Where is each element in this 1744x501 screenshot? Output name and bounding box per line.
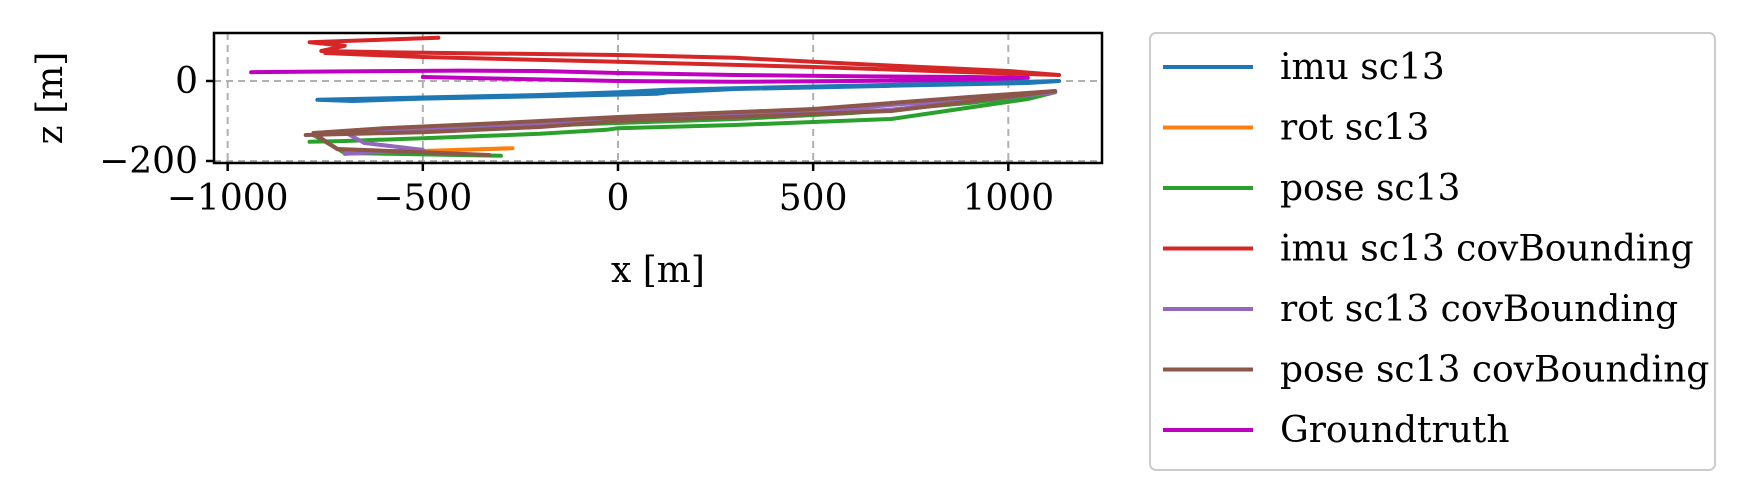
legend-label: pose sc13 covBounding: [1280, 350, 1709, 391]
legend-item: rot sc13 covBounding: [1163, 289, 1678, 330]
x-axis-label: x [m]: [611, 250, 705, 291]
legend-item: pose sc13: [1163, 168, 1460, 209]
x-tick-label: 500: [779, 178, 848, 219]
legend-label: rot sc13: [1280, 108, 1429, 149]
series-line-5: [311, 90, 1058, 156]
legend-label: imu sc13: [1280, 47, 1445, 88]
legend-item: pose sc13 covBounding: [1163, 350, 1709, 391]
series-layer: [249, 35, 1062, 158]
x-tick-label: 0: [607, 178, 630, 219]
legend-label: imu sc13 covBounding: [1280, 229, 1694, 270]
legend-item: Groundtruth: [1163, 410, 1510, 451]
legend-item: imu sc13: [1163, 47, 1445, 88]
legend: imu sc13 rot sc13 pose sc13 imu sc13 covBou…: [1149, 32, 1716, 471]
y-tick-label: −200: [99, 141, 198, 182]
legend-label: Groundtruth: [1280, 410, 1510, 451]
legend-label: pose sc13: [1280, 168, 1460, 209]
y-tick-label: 0: [175, 61, 198, 102]
legend-label: rot sc13 covBounding: [1280, 289, 1678, 330]
legend-item: imu sc13 covBounding: [1163, 229, 1694, 270]
series-line-4: [307, 35, 1062, 77]
axis-ticks: −1000 −500 0 500 1000 −200 0: [99, 61, 1054, 219]
y-axis-label: z [m]: [30, 52, 71, 145]
legend-item: rot sc13: [1163, 108, 1429, 149]
legend-box: [1149, 32, 1716, 471]
x-tick-label: −500: [373, 178, 472, 219]
series-line-7: [249, 68, 1030, 84]
x-tick-label: 1000: [963, 178, 1055, 219]
plot-frame: [212, 31, 1104, 165]
x-tick-label: −1000: [167, 178, 289, 219]
series-line-1: [315, 79, 1062, 103]
series-line-6: [303, 89, 1058, 157]
